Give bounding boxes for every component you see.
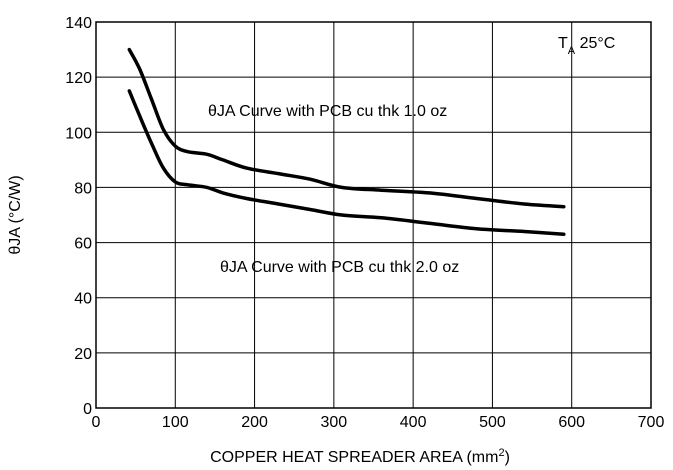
series-label-2oz: θJA Curve with PCB cu thk 2.0 oz (220, 259, 459, 276)
x-tick-label: 700 (638, 414, 665, 431)
y-tick-label: 20 (74, 346, 92, 363)
y-tick-label: 0 (83, 401, 92, 418)
x-tick-label: 600 (558, 414, 585, 431)
y-tick-label: 100 (65, 125, 92, 142)
y-tick-label: 80 (74, 180, 92, 197)
y-tick-label: 60 (74, 236, 92, 253)
y-axis-title: θJA (°C/W) (7, 175, 24, 254)
gridlines (96, 22, 651, 408)
y-tick-label: 120 (65, 70, 92, 87)
series-lines (127, 47, 566, 237)
x-tick-labels: 0 100 200 300 400 500 600 700 (92, 414, 665, 431)
x-tick-label: 300 (321, 414, 348, 431)
series-label-1oz: θJA Curve with PCB cu thk 1.0 oz (208, 103, 447, 120)
y-tick-label: 40 (74, 291, 92, 308)
x-tick-label: 0 (92, 414, 101, 431)
y-tick-labels: 0 20 40 60 80 100 120 140 (65, 15, 92, 418)
series-line-2oz (127, 89, 566, 237)
plot-frame (95, 21, 652, 409)
x-tick-label: 500 (479, 414, 506, 431)
series-line-1oz (127, 47, 566, 209)
x-axis-title: COPPER HEAT SPREADER AREA (mm2) (210, 447, 510, 466)
x-tick-label: 200 (241, 414, 268, 431)
x-tick-label: 400 (400, 414, 427, 431)
y-tick-label: 140 (65, 15, 92, 32)
ambient-temp-annotation: TA 25°C (558, 35, 615, 57)
x-tick-label: 100 (162, 414, 189, 431)
